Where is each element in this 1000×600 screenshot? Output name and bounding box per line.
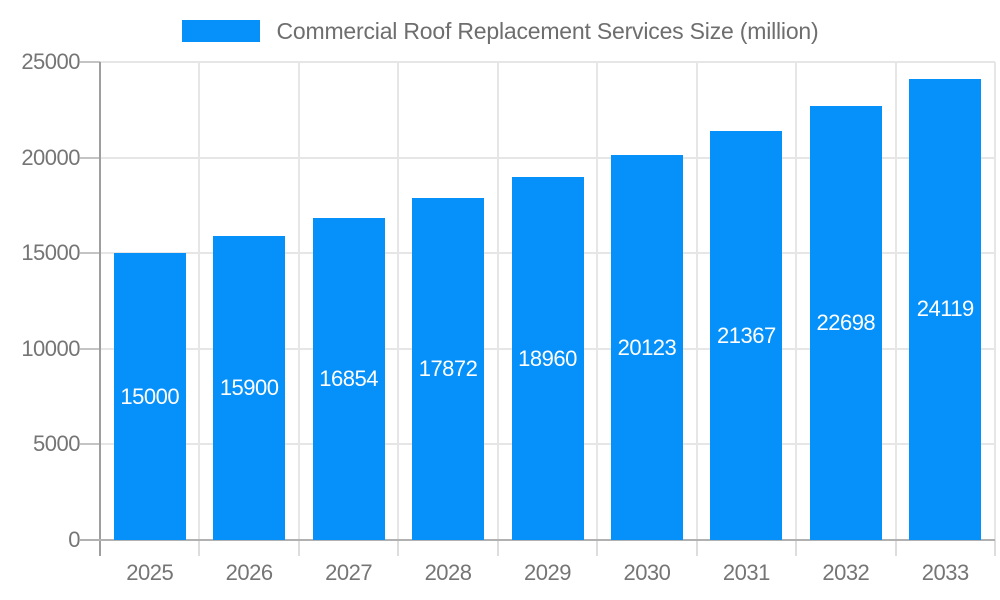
x-axis-label: 2030 xyxy=(623,560,671,585)
x-axis-label: 2031 xyxy=(722,560,770,585)
legend-label: Commercial Roof Replacement Services Siz… xyxy=(276,17,819,44)
y-axis-label: 20000 xyxy=(21,144,80,170)
y-axis-tick xyxy=(80,252,100,255)
bar-value-label: 15900 xyxy=(219,374,279,400)
category-gridline xyxy=(695,62,698,540)
category-gridline xyxy=(198,62,201,540)
bar-value-label: 21367 xyxy=(717,322,776,348)
y-axis-label: 15000 xyxy=(21,240,80,266)
bar: 21367 xyxy=(710,131,783,540)
chart-legend: Commercial Roof Replacement Services Siz… xyxy=(0,16,1000,46)
category-gridline xyxy=(297,62,300,540)
x-axis-tick xyxy=(198,540,201,556)
bar: 18960 xyxy=(511,177,584,540)
x-axis-tick xyxy=(397,540,400,556)
y-axis-label: 10000 xyxy=(21,335,80,361)
x-axis-label: 2032 xyxy=(822,560,870,585)
x-axis-label: 2025 xyxy=(126,560,174,585)
bar-value-label: 15000 xyxy=(120,383,180,409)
x-axis-tick xyxy=(496,540,499,556)
y-gridline xyxy=(100,156,995,159)
bar: 16854 xyxy=(312,217,385,540)
y-axis-line xyxy=(99,62,101,556)
y-axis-label: 0 xyxy=(68,527,80,552)
category-gridline xyxy=(994,62,996,540)
x-axis-tick xyxy=(795,540,798,556)
bar: 15000 xyxy=(113,253,186,540)
x-axis-label: 2033 xyxy=(921,560,969,585)
category-gridline xyxy=(596,62,599,540)
y-axis-tick xyxy=(80,156,100,159)
category-gridline xyxy=(795,62,798,540)
x-axis-line xyxy=(80,539,995,541)
bar: 20123 xyxy=(610,155,683,540)
x-axis-tick xyxy=(994,540,996,556)
x-axis-tick xyxy=(695,540,698,556)
x-axis-label: 2028 xyxy=(424,560,472,585)
bar-value-label: 22698 xyxy=(816,309,876,335)
x-axis-label: 2026 xyxy=(225,560,273,585)
bar-value-label: 24119 xyxy=(916,296,975,322)
y-axis-tick xyxy=(80,61,100,63)
x-axis-label: 2029 xyxy=(524,560,571,585)
bar-value-label: 18960 xyxy=(518,345,577,371)
y-axis-label: 25000 xyxy=(21,49,80,74)
category-gridline xyxy=(894,62,897,540)
x-axis-tick xyxy=(894,540,897,556)
x-axis-tick xyxy=(297,540,300,556)
category-gridline xyxy=(397,62,400,540)
y-axis-label: 5000 xyxy=(33,431,80,457)
y-gridline xyxy=(100,61,995,63)
legend-swatch xyxy=(181,20,260,42)
y-axis-tick xyxy=(80,347,100,350)
y-axis-tick xyxy=(80,443,100,446)
bar: 22698 xyxy=(809,106,882,540)
bar: 24119 xyxy=(909,78,982,540)
category-gridline xyxy=(496,62,499,540)
x-axis-label: 2027 xyxy=(325,560,373,585)
bar-value-label: 17872 xyxy=(418,356,478,382)
x-axis-tick xyxy=(596,540,599,556)
bar-value-label: 20123 xyxy=(617,334,677,360)
bar: 17872 xyxy=(412,198,485,540)
bar-value-label: 16854 xyxy=(319,365,378,391)
bar: 15900 xyxy=(213,235,286,540)
